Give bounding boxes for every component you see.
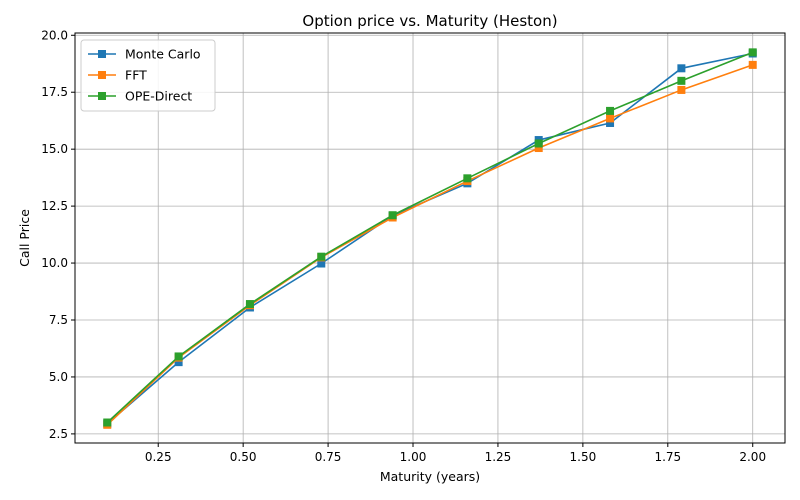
y-tick-label: 10.0 — [41, 256, 68, 270]
y-tick-label: 15.0 — [41, 142, 68, 156]
data-point-ope-direct — [317, 252, 326, 261]
data-point-monte-carlo — [317, 259, 326, 268]
y-tick-label: 2.5 — [49, 427, 68, 441]
data-point-ope-direct — [174, 352, 183, 361]
data-point-monte-carlo — [677, 64, 686, 73]
x-axis-label: Maturity (years) — [380, 469, 480, 484]
legend-item-fft: FFT — [88, 68, 147, 83]
series-layer — [103, 48, 757, 429]
data-point-ope-direct — [103, 418, 112, 427]
data-point-monte-carlo — [174, 358, 183, 367]
y-tick-label: 17.5 — [41, 85, 68, 99]
data-point-fft — [677, 85, 686, 94]
y-tick-label: 12.5 — [41, 199, 68, 213]
data-point-ope-direct — [748, 48, 757, 57]
x-tick-label: 1.25 — [485, 450, 512, 464]
data-point-ope-direct — [463, 174, 472, 183]
data-point-ope-direct — [606, 106, 615, 115]
data-point-fft — [606, 114, 615, 123]
legend-marker — [98, 71, 106, 79]
data-point-monte-carlo — [606, 118, 615, 127]
legend-marker — [98, 50, 106, 58]
x-tick-label: 1.50 — [570, 450, 597, 464]
x-tick-label: 0.50 — [230, 450, 257, 464]
grid — [75, 33, 785, 443]
legend-item-ope-direct: OPE-Direct — [88, 89, 192, 104]
data-point-ope-direct — [388, 211, 397, 220]
legend-label: Monte Carlo — [125, 47, 201, 62]
x-tick-label: 0.75 — [315, 450, 342, 464]
y-axis-label: Call Price — [17, 209, 32, 267]
x-tick-label: 0.25 — [145, 450, 172, 464]
data-point-fft — [748, 60, 757, 69]
series-line-ope-direct — [106, 51, 754, 424]
series-ope-direct — [103, 48, 757, 427]
y-tick-label: 7.5 — [49, 313, 68, 327]
legend: Monte Carlo FFT OPE-Direct — [80, 39, 216, 112]
legend-label: FFT — [125, 68, 147, 83]
legend-item-monte-carlo: Monte Carlo — [88, 47, 201, 62]
data-point-ope-direct — [677, 76, 686, 85]
y-tick-label: 20.0 — [41, 28, 68, 42]
legend-label: OPE-Direct — [125, 89, 192, 104]
x-tick-label: 2.00 — [739, 450, 766, 464]
legend-box — [80, 39, 216, 112]
legend-marker — [98, 92, 106, 100]
plot-frame — [74, 32, 786, 444]
series-fft — [103, 60, 757, 429]
series-line-fft — [106, 64, 753, 426]
x-tick-label: 1.75 — [654, 450, 681, 464]
data-point-ope-direct — [245, 300, 254, 309]
chart-title: Option price vs. Maturity (Heston) — [302, 12, 557, 30]
data-point-fft — [534, 144, 543, 153]
axis-ticks: 0.25 0.50 0.75 1.00 1.25 1.50 1.75 2.00 2.5 5.0 7.… — [41, 28, 766, 464]
x-tick-label: 1.00 — [400, 450, 427, 464]
y-tick-label: 5.0 — [49, 370, 68, 384]
data-point-ope-direct — [534, 139, 543, 148]
